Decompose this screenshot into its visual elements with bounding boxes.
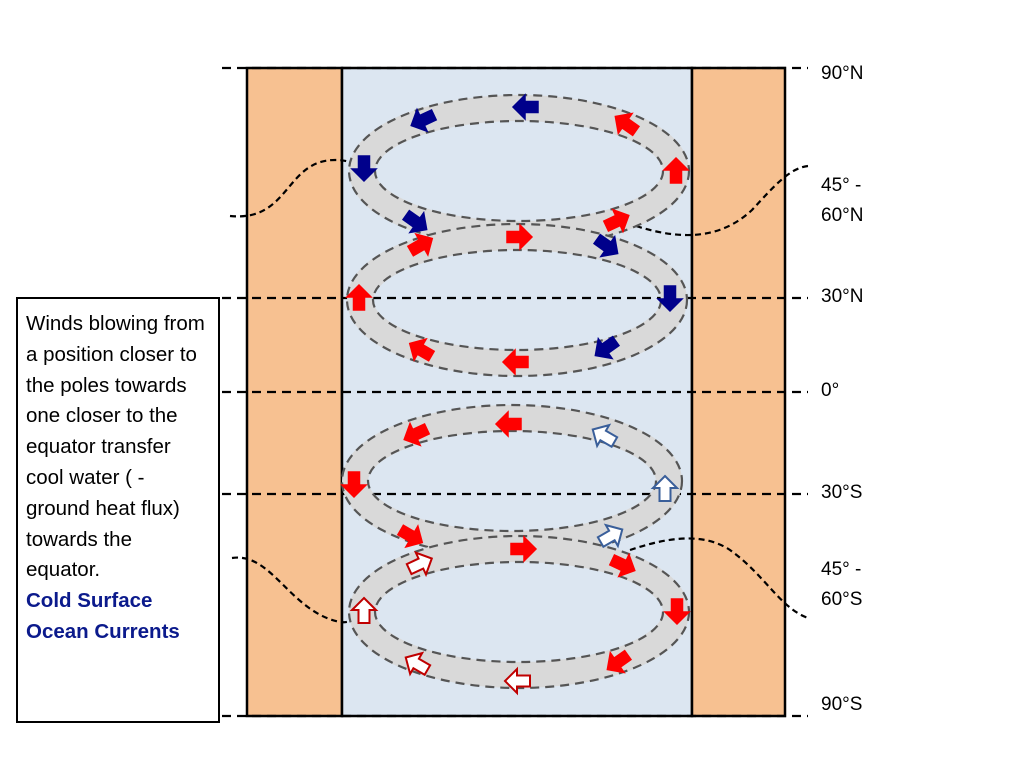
label-45-60n-line2: 60°N: [821, 205, 863, 226]
label-45-60s-line2: 60°S: [821, 589, 862, 610]
label-45-60n-line1: 45° -: [821, 175, 861, 196]
explanation-textbox: Winds blowing from a position closer to …: [16, 297, 220, 723]
latitude-labels: 90°N 45° - 60°N 30°N 0° 30°S 45° - 60°S …: [821, 63, 863, 715]
label-90n: 90°N: [821, 63, 863, 84]
latitude-lines: [222, 66, 808, 718]
boundary-south-east: [629, 537, 809, 620]
west-continent: [245, 66, 344, 718]
label-30n: 30°N: [821, 286, 863, 307]
cold-currents-label: Cold Surface Ocean Currents: [26, 589, 180, 643]
label-equator: 0°: [821, 380, 839, 401]
explanation-text: Winds blowing from a position closer to …: [26, 312, 205, 582]
label-90s: 90°S: [821, 694, 862, 715]
boundary-south: [231, 556, 367, 624]
label-30s: 30°S: [821, 482, 862, 503]
boundary-north-east: [635, 164, 809, 237]
label-45-60s-line1: 45° -: [821, 559, 861, 580]
